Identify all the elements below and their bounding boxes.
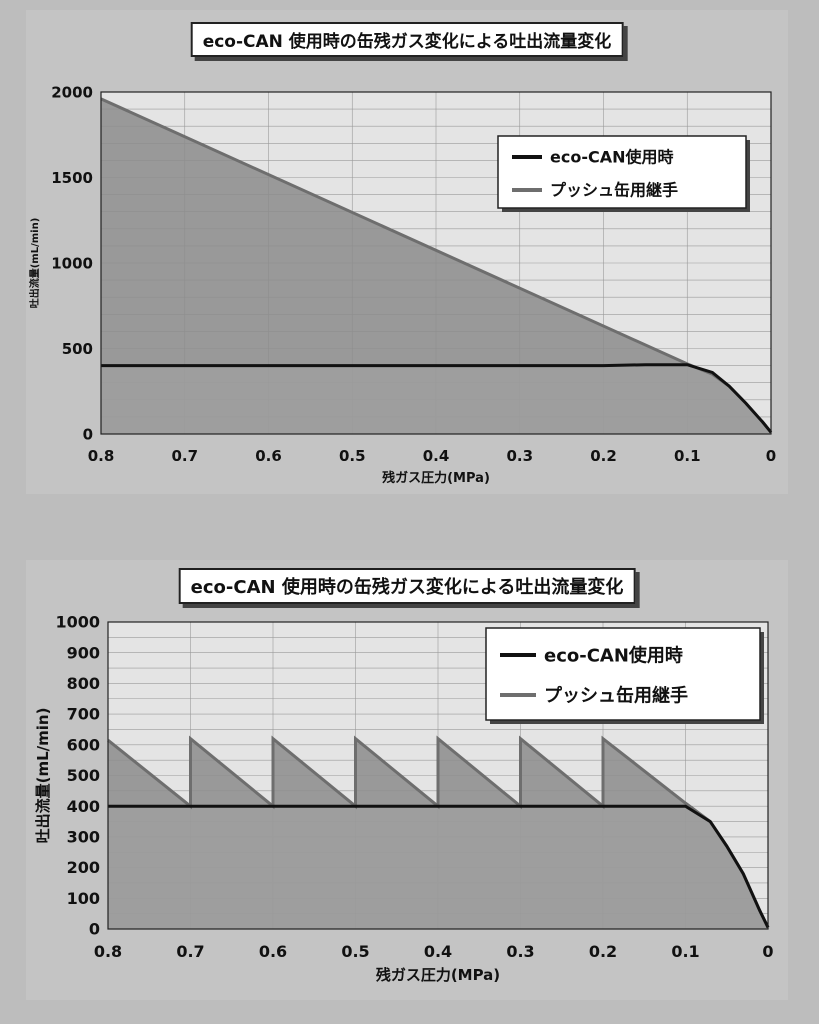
y-tick-label: 600 (67, 735, 100, 754)
y-tick-label: 500 (62, 340, 93, 358)
x-tick-label: 0.4 (424, 942, 452, 961)
x-tick-label: 0 (766, 447, 776, 465)
x-tick-label: 0.3 (506, 942, 534, 961)
x-tick-label: 0.1 (671, 942, 699, 961)
y-tick-label: 2000 (51, 83, 93, 101)
x-tick-label: 0.8 (94, 942, 122, 961)
x-tick-label: 0.5 (339, 447, 366, 465)
chart-title: eco-CAN 使用時の缶残ガス変化による吐出流量変化 (178, 568, 636, 604)
chart-top: 0 500 1000 1500 2000 0.8 0.7 0.6 0.5 0.4 0.3 0.2 0.1… (28, 83, 776, 486)
y-axis-label: 吐出流量(mL/min) (34, 708, 52, 844)
plot-border (107, 621, 769, 930)
legend-label: eco-CAN使用時 (550, 148, 674, 167)
x-tick-label: 0.6 (255, 447, 282, 465)
legend-label: プッシュ缶用継手 (544, 684, 688, 706)
y-tick-label: 400 (67, 797, 100, 816)
series-line-eco-can (108, 804, 770, 929)
y-tick-label: 900 (67, 643, 100, 662)
x-tick-label: 0.2 (589, 942, 617, 961)
series-area-eco-can (108, 806, 768, 929)
chart-bottom: 0 100 200 300 400 500 600 700 800 900 1000 0.8 0.7 0.… (34, 613, 774, 984)
series-area-eco-can (101, 364, 771, 434)
series-area-push-can (101, 98, 771, 434)
y-tick-label: 0 (89, 920, 100, 939)
legend-label: プッシュ缶用継手 (550, 181, 678, 200)
y-tick-label: 200 (67, 858, 100, 877)
legend-box (497, 135, 747, 209)
chart-title: eco-CAN 使用時の缶残ガス変化による吐出流量変化 (190, 22, 624, 57)
chart-panel-top: eco-CAN 使用時の缶残ガス変化による吐出流量変化 0 500 1000 1500… (26, 10, 788, 494)
x-tick-label: 0.6 (259, 942, 287, 961)
y-tick-label: 100 (67, 889, 100, 908)
x-tick-label: 0.7 (176, 942, 204, 961)
y-tick-label: 1500 (51, 169, 93, 187)
y-tick-label: 0 (83, 425, 93, 443)
x-axis-label: 残ガス圧力(MPa) (376, 966, 500, 984)
x-tick-label: 0.2 (590, 447, 617, 465)
x-tick-label: 0.5 (341, 942, 369, 961)
x-tick-label: 0.7 (171, 447, 198, 465)
x-tick-label: 0.3 (506, 447, 533, 465)
x-tick-label: 0.8 (88, 447, 115, 465)
y-tick-label: 500 (67, 766, 100, 785)
y-tick-label: 300 (67, 828, 100, 847)
x-tick-label: 0.1 (674, 447, 701, 465)
legend-label: eco-CAN使用時 (544, 645, 683, 666)
chart-panel-bottom: eco-CAN 使用時の缶残ガス変化による吐出流量変化 0 100 200 300 40… (26, 560, 788, 1000)
y-tick-label: 1000 (51, 254, 93, 272)
plot-border (100, 91, 772, 435)
x-axis-label: 残ガス圧力(MPa) (382, 470, 490, 486)
series-line-eco-can (101, 363, 773, 434)
y-tick-label: 700 (67, 705, 100, 724)
x-tick-label: 0 (762, 942, 773, 961)
y-tick-label: 1000 (55, 613, 100, 632)
legend-box (485, 627, 761, 721)
y-tick-label: 800 (67, 674, 100, 693)
y-axis-label: 吐出流量(mL/min) (28, 218, 41, 309)
x-tick-label: 0.4 (423, 447, 450, 465)
